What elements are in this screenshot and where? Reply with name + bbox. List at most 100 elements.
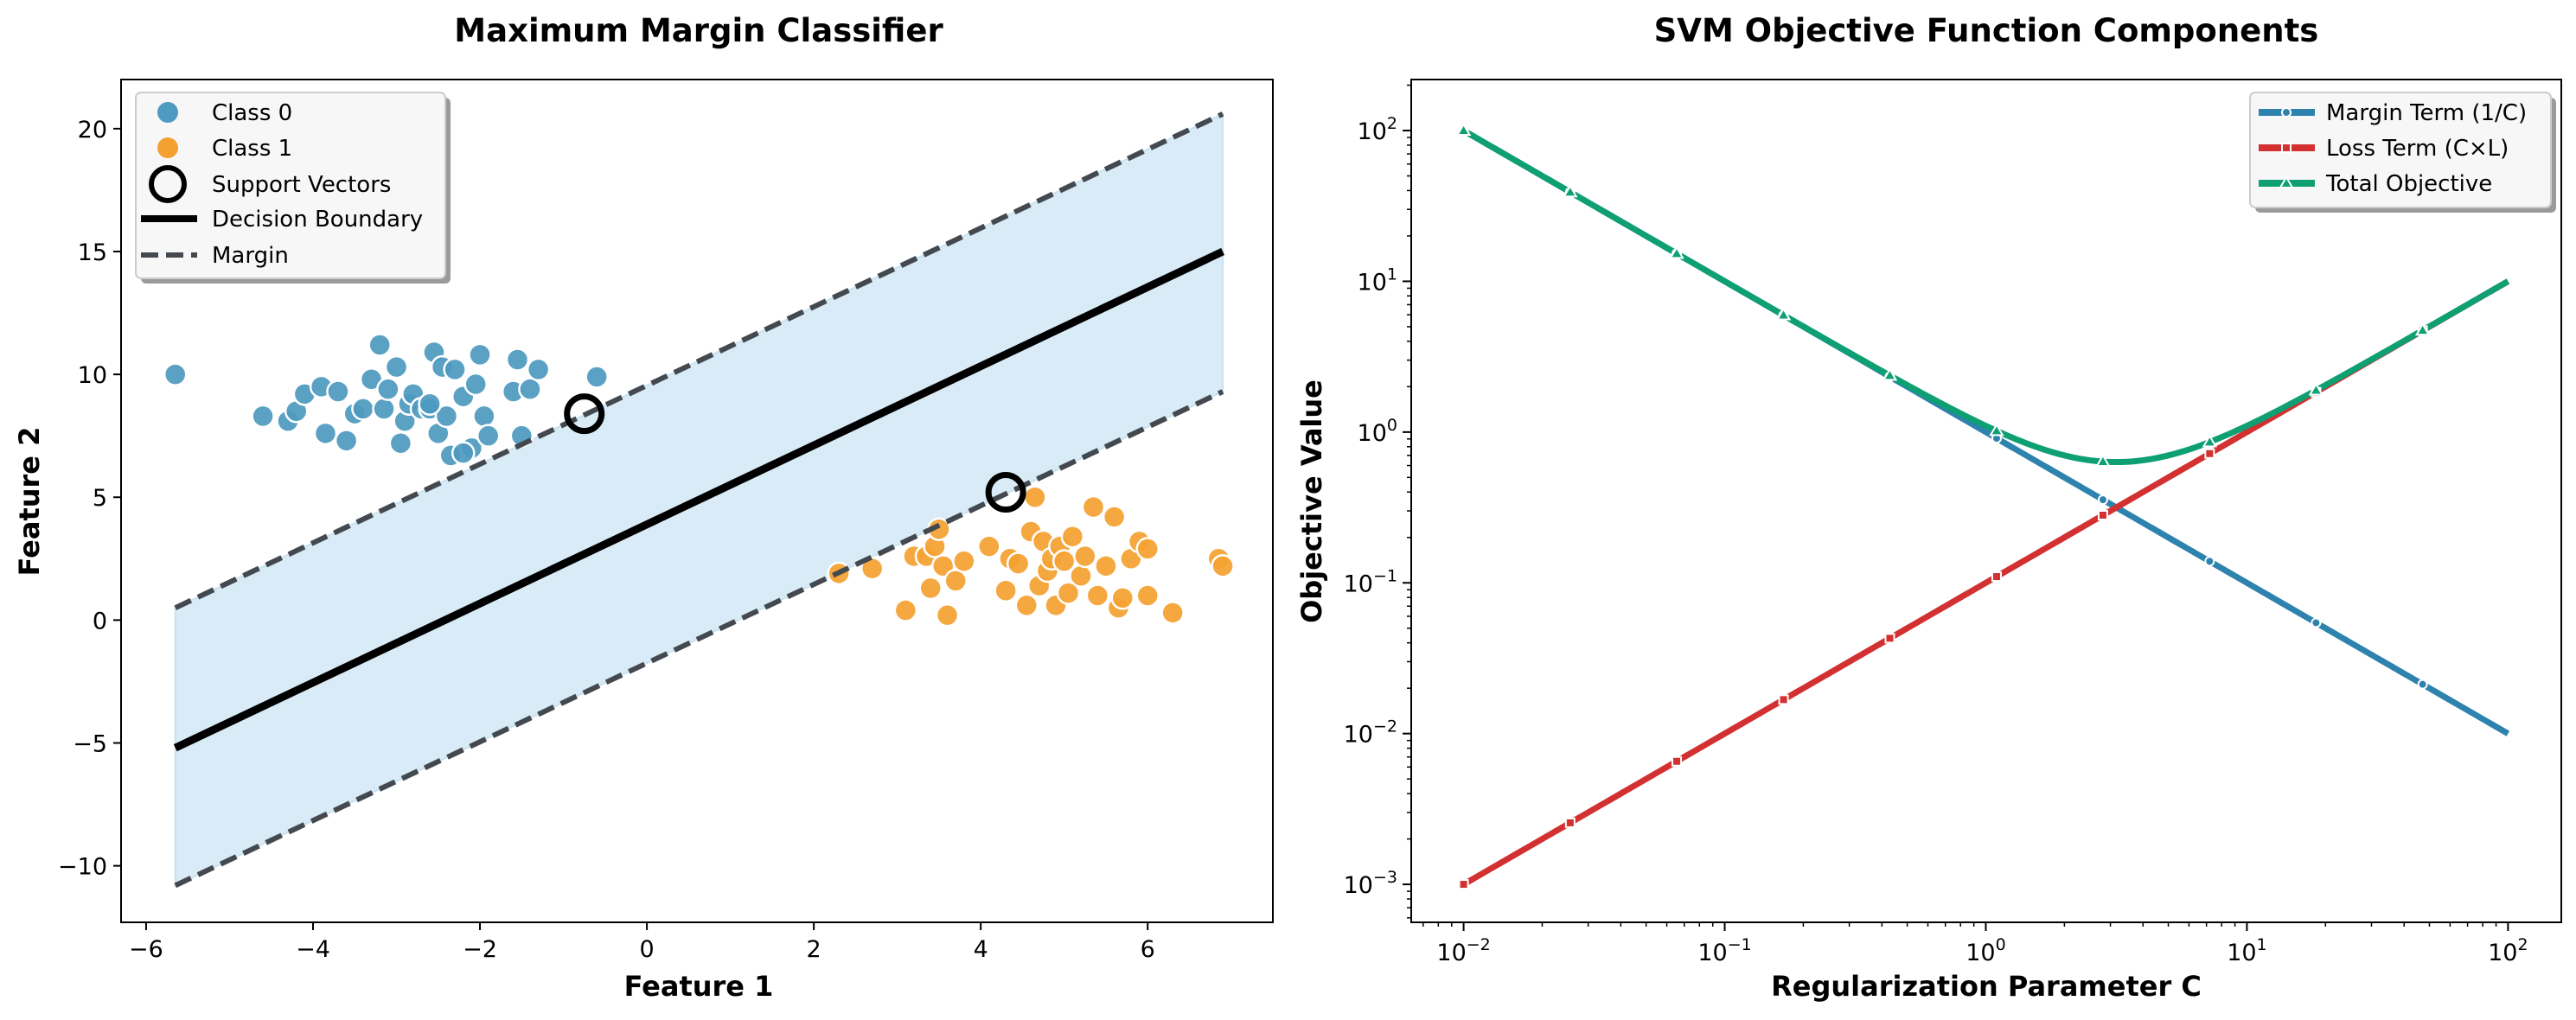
right-chart: SVM Objective Function Components 10−2 10… <box>1295 12 2562 1003</box>
class0-point <box>326 379 350 404</box>
class0-point <box>351 397 375 421</box>
class0-point <box>388 430 413 456</box>
margin-term-marker <box>2417 679 2428 690</box>
class1-point <box>994 578 1018 603</box>
objective-lines-layer <box>1461 127 2510 888</box>
right-x-tick-label: 101 <box>2227 935 2266 966</box>
total-objective-marker <box>1669 245 1684 259</box>
loss-term-marker <box>2204 448 2215 459</box>
right-y-tick-label: 10−2 <box>1344 717 1397 749</box>
class1-point <box>1060 524 1085 549</box>
left-x-tick-label: 0 <box>639 936 654 963</box>
left-x-tick-label: 2 <box>807 936 821 963</box>
class0-point <box>163 362 188 386</box>
class0-point <box>384 354 409 379</box>
total-objective-marker <box>2095 454 2111 468</box>
right-y-tick-label: 102 <box>1358 114 1397 145</box>
right-y-tick-label: 100 <box>1358 416 1397 447</box>
right-x-tick-label: 10−2 <box>1436 935 1490 966</box>
left-y-axis-label: Feature 2 <box>13 427 46 577</box>
class0-point <box>468 342 492 367</box>
legend-marker-class1 <box>157 137 178 158</box>
margin-lower-line <box>174 389 1224 889</box>
left-x-axis-label: Feature 1 <box>624 970 774 1003</box>
left-y-tick-label: 20 <box>78 117 107 143</box>
legend-label-support-vectors: Support Vectors <box>212 172 391 198</box>
left-y-tick-label: 10 <box>78 362 107 389</box>
left-y-tick-label: −5 <box>73 730 107 757</box>
loss-term-marker <box>1991 571 2002 583</box>
class0-point <box>518 377 542 401</box>
support-vectors-layer <box>564 393 1026 513</box>
boundary-lines-layer <box>173 112 1225 889</box>
legend-marker-margin-term <box>2281 107 2292 118</box>
class1-point <box>935 602 960 628</box>
class1-point <box>977 534 1001 558</box>
class0-point <box>451 441 476 465</box>
scatter-points-layer <box>163 333 1235 628</box>
left-x-tick-label: 6 <box>1141 936 1155 963</box>
loss-term-marker <box>2097 510 2108 521</box>
class1-point <box>1211 554 1235 578</box>
legend-label-margin: Margin <box>212 243 289 269</box>
class1-point <box>1056 581 1081 605</box>
class0-point <box>505 347 530 372</box>
left-y-ticks: −10 −5 0 5 10 15 20 <box>58 117 121 881</box>
legend-label-class1: Class 1 <box>212 136 292 162</box>
margin-term-marker <box>2311 617 2322 628</box>
right-x-tick-label: 102 <box>2488 935 2528 966</box>
class0-point <box>372 397 396 421</box>
class0-point <box>334 429 359 453</box>
class0-point <box>251 404 275 429</box>
class1-point <box>1014 593 1039 618</box>
legend-label-loss-term: Loss Term (C×L) <box>2326 136 2509 162</box>
support-vector-ring <box>564 393 605 435</box>
class0-point <box>368 333 392 357</box>
class1-point <box>943 569 968 593</box>
class1-point <box>1094 554 1118 578</box>
loss-term-marker <box>1458 879 1469 890</box>
right-y-ticks: 10−3 10−2 10−1 100 101 102 <box>1344 84 1411 919</box>
class0-point <box>472 404 496 429</box>
legend-marker-support-vectors <box>149 165 187 203</box>
margin-term-marker <box>2204 556 2215 567</box>
support-vector-ring <box>985 472 1026 513</box>
left-x-ticks: −6 −4 −2 0 2 4 6 <box>129 922 1155 963</box>
total-objective-marker <box>1989 423 2004 437</box>
class1-point <box>860 556 885 581</box>
right-y-tick-label: 10−1 <box>1344 566 1397 597</box>
class1-point <box>1085 583 1110 608</box>
right-x-axis-label: Regularization Parameter C <box>1771 970 2202 1003</box>
left-y-tick-label: −10 <box>58 854 107 881</box>
class1-point <box>1069 564 1093 588</box>
left-x-tick-label: 4 <box>974 936 988 963</box>
right-y-tick-label: 10−3 <box>1344 868 1397 899</box>
left-x-tick-label: −6 <box>129 936 163 963</box>
legend-label-total-objective: Total Objective <box>2325 171 2492 197</box>
right-y-tick-label: 101 <box>1358 265 1397 296</box>
right-chart-title: SVM Objective Function Components <box>1654 12 2319 49</box>
left-legend-box <box>135 92 446 279</box>
left-legend: Class 0 Class 1 Support Vectors Decision… <box>135 92 451 284</box>
class1-point <box>918 576 943 601</box>
class1-point <box>1081 494 1106 520</box>
left-y-tick-label: 0 <box>93 608 107 634</box>
class0-point <box>463 372 488 397</box>
left-chart-title: Maximum Margin Classifier <box>454 12 943 49</box>
class1-point <box>1102 505 1127 529</box>
loss-term-marker <box>1778 694 1789 705</box>
total-objective-marker <box>2202 434 2218 448</box>
class1-point <box>952 549 976 573</box>
class0-point <box>434 404 459 429</box>
class1-point <box>1135 583 1160 608</box>
left-y-tick-label: 5 <box>93 485 107 512</box>
class1-point <box>1006 551 1031 576</box>
decision-boundary-line <box>173 247 1225 752</box>
class1-point <box>1160 601 1185 625</box>
class1-point <box>1110 586 1135 610</box>
right-legend-box <box>2249 92 2552 208</box>
total-objective-marker <box>1563 184 1578 198</box>
loss-term-marker <box>1884 633 1895 644</box>
total-objective-marker <box>2414 322 2431 336</box>
